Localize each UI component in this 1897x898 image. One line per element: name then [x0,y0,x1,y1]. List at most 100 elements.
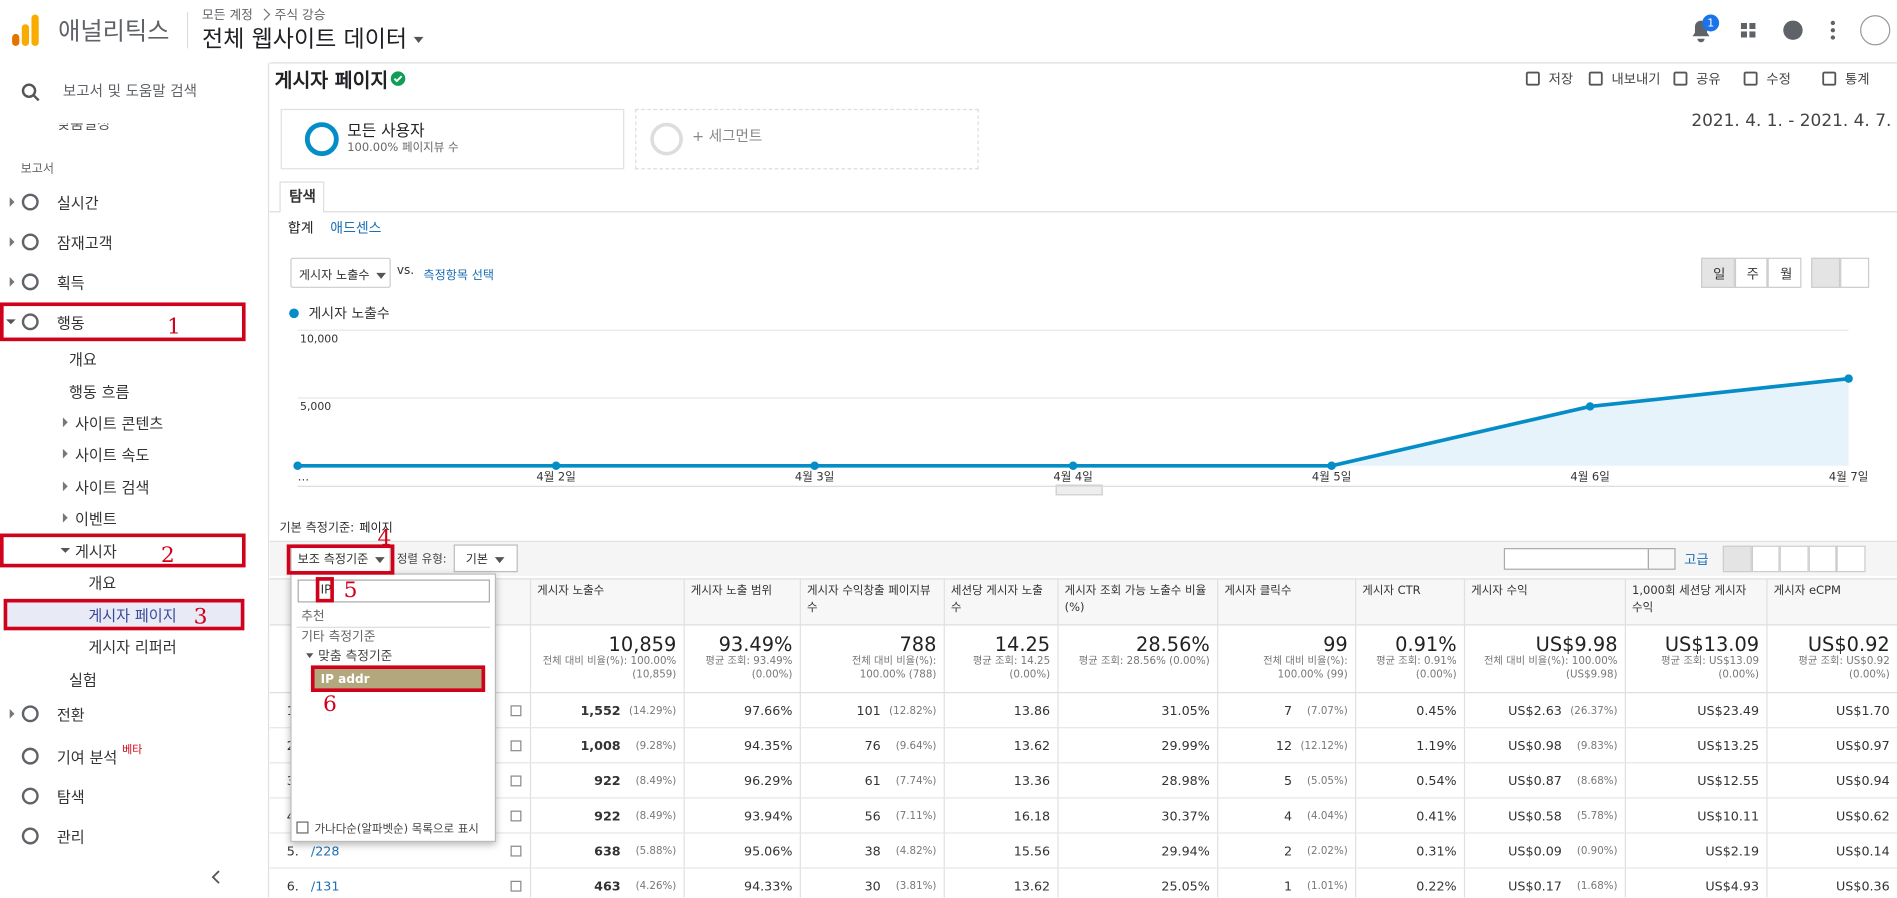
table-cell: 13.62 [944,869,1050,898]
table-cell: 16.18 [944,798,1050,833]
total-value: 99 [1323,632,1348,656]
nav-arrow [6,319,16,325]
nav-item[interactable]: 탐색 [56,788,85,807]
nav-item[interactable]: 행동 흐름 [68,382,130,402]
x-tick-label: … [298,469,309,483]
subtab[interactable]: 애드센스 [330,218,382,236]
table-cell: 97.66% [684,693,792,728]
nav-item[interactable]: 전환 [56,705,85,725]
period-label: 월 [1780,266,1793,282]
x-tick-label: 4월 4일 [1053,469,1092,483]
toolbar-button[interactable]: 저장 [1548,71,1574,88]
cell-value: US$0.98 [1508,738,1562,754]
search-box[interactable]: 보고서 및 도움말 검색 [62,82,197,100]
total-value: 788 [899,632,937,656]
period-button[interactable] [1734,257,1769,288]
nav-item[interactable]: 사이트 속도 [75,445,150,464]
dropdown-option[interactable] [313,669,486,691]
nav-item[interactable]: 이벤트 [75,509,117,529]
table-cell: 38 (4.82%) [800,834,937,869]
view-button [1779,545,1809,573]
open-icon [510,880,522,892]
avatar[interactable] [1860,15,1891,46]
toolbar-button[interactable]: 수정 [1766,71,1791,88]
open-icon [510,739,522,751]
checkbox[interactable] [296,821,309,834]
logo-bar [21,24,30,46]
table-cell: 1 (1.01%) [1217,869,1348,898]
table-search[interactable] [1503,548,1649,570]
dropdown-section: 기타 측정기준 [301,629,376,645]
cell-value: US$12.55 [1697,773,1760,789]
nav-item[interactable]: 기여 분석 [56,748,118,767]
cell-value: 16.18 [1013,808,1051,824]
toolbar-button[interactable]: 내보내기 [1611,71,1661,88]
toolbar-button[interactable]: 공유 [1696,71,1721,88]
nav-item[interactable]: 사이트 콘텐츠 [75,414,164,433]
table-cell: 463 (4.26%) [530,869,676,898]
point [1068,461,1078,471]
table-cell: 7 (7.07%) [1217,693,1348,728]
total-detail: 평균 조회: US$0.92 (0.00%) [1798,655,1890,682]
nav-item[interactable]: 행동 [56,313,85,333]
nav-item[interactable]: 실시간 [56,194,99,213]
table-cell: US$23.49 [1625,693,1759,728]
cell-percent: (1.68%) [1576,880,1618,893]
table-cell: 1,008 (9.28%) [530,728,676,763]
column-divider [943,578,945,898]
table-cell: 25.05% [1057,869,1209,898]
segment-detail: 100.00% 페이지뷰 수 [347,141,459,155]
nav-item[interactable]: 게시자 [75,542,117,561]
cell-value: US$1.70 [1835,703,1890,719]
nav-item[interactable]: 사이트 검색 [75,478,150,497]
period-button[interactable] [1768,257,1802,288]
property-name[interactable]: 전체 웹사이트 데이터 [202,21,424,54]
cell-value: 93.94% [743,808,793,824]
x-tick-label: 4월 6일 [1570,469,1609,483]
search-icon [21,83,37,98]
advanced-link[interactable]: 고급 [1684,551,1709,568]
period-label: 일 [1713,266,1726,282]
chart-type-button [1811,257,1841,288]
date-range[interactable]: 2021. 4. 1. - 2021. 4. 7. [1691,111,1892,131]
segment-add-card[interactable] [635,108,979,170]
period-button[interactable] [1701,257,1735,288]
more-icon[interactable] [1830,20,1836,40]
nav-arrow [62,417,68,428]
table-cell: US$0.97 [1766,728,1890,763]
annotation-number: 5 [343,577,358,604]
nav-item[interactable]: 개요 [68,350,97,369]
cell-value: 61 [864,773,881,789]
dimension-dropdown: IP 추천 기타 측정기준 맞춤 측정기준 IP addr 가나다순(알파벳순) 목록으로… [290,573,497,843]
help-icon[interactable] [1783,20,1803,40]
open-icon [510,774,522,786]
cell-value: US$0.58 [1508,808,1562,824]
nav-item[interactable]: 게시자 리퍼러 [88,638,177,657]
metric-select-link[interactable]: 측정항목 선택 [423,269,495,283]
nav-item[interactable]: 실험 [68,670,97,689]
cell-value: 101 [856,703,881,719]
apps-icon[interactable] [1740,22,1756,38]
dropdown-section: 추천 [301,609,325,624]
nav-item[interactable]: 획득 [56,274,85,293]
point [810,461,819,471]
nav-arrow [62,512,68,523]
cell-value: 0.22% [1416,878,1457,894]
page-link[interactable]: /131 [310,878,340,894]
nav-arrow [60,548,71,553]
nav-item[interactable]: 잠재고객 [56,234,113,253]
nav-item[interactable]: 게시자 페이지 [88,606,177,625]
nav-item[interactable]: 관리 [56,828,85,847]
toolbar-button[interactable]: 통계 [1844,71,1870,88]
logo-bar [12,33,20,46]
table-cell: 12 (12.12%) [1217,728,1348,763]
cell-percent: (0.90%) [1576,845,1618,858]
nav-item[interactable]: 개요 [88,574,117,593]
total-detail: 평균 조회: 0.91% (0.00%) [1376,655,1457,682]
chart-handle[interactable] [1055,484,1103,496]
page-link[interactable]: /228 [310,843,340,859]
cell-value: US$0.17 [1508,878,1562,894]
column-header: 게시자 CTR [1362,584,1421,598]
collapse-icon[interactable] [211,870,220,884]
